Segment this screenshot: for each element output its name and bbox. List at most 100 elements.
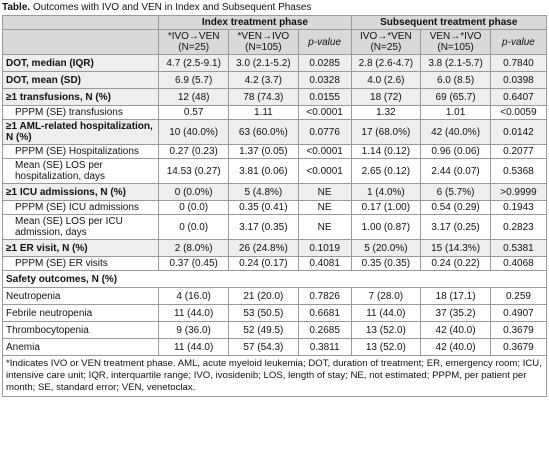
table-cell: 0.4907 <box>489 304 548 322</box>
table-cell: 4.2 (3.7) <box>228 71 299 89</box>
table-cell: 17 (68.0%) <box>350 119 422 145</box>
table-cell: 0.7840 <box>489 54 548 72</box>
table-cell: 52 (49.5) <box>228 321 299 339</box>
table-cell: NE <box>297 183 352 201</box>
table-cell: 5 (4.8%) <box>228 183 299 201</box>
table-cell: 1.00 (0.87) <box>350 214 422 240</box>
table-cell: 0.17 (1.00) <box>350 200 422 215</box>
table-cell: 3.17 (0.25) <box>420 214 491 240</box>
table-cell: 0.0142 <box>489 119 548 145</box>
table-row: Mean (SE) LOS per ICU admission, days 0 (… <box>1 214 548 240</box>
row-label: PPPM (SE) ER visits <box>1 256 160 271</box>
column-header: IVO→*VEN (N=25) <box>350 29 422 55</box>
table-cell: 15 (14.3%) <box>420 239 491 257</box>
group-header: Subsequent treatment phase <box>350 15 548 30</box>
table-cell: <0.0001 <box>297 144 352 159</box>
table-cell: 0.6681 <box>297 304 352 322</box>
column-n: (N=105) <box>245 42 282 53</box>
row-label: ≥1 AML-related hospitalization, N (%) <box>1 119 160 145</box>
table-cell: 42 (40.0) <box>420 338 491 356</box>
table-cell: 1.11 <box>228 105 299 120</box>
column-header: p-value <box>297 29 352 55</box>
table-cell: >0.9999 <box>489 183 548 201</box>
table-cell: 6.9 (5.7) <box>158 71 230 89</box>
table-row: DOT, median (IQR) 4.7 (2.5-9.1) 3.0 (2.1-5… <box>1 54 548 72</box>
table-cell: 63 (60.0%) <box>228 119 299 145</box>
table-cell: 1 (4.0%) <box>350 183 422 201</box>
table-cell: 4.0 (2.6) <box>350 71 422 89</box>
table-cell: 37 (35.2) <box>420 304 491 322</box>
table-cell: 0.6407 <box>489 88 548 106</box>
table-cell: 0.4068 <box>489 256 548 271</box>
table-cell: <0.0001 <box>297 105 352 120</box>
table-cell: 0.1019 <box>297 239 352 257</box>
table-cell: 2.65 (0.12) <box>350 158 422 184</box>
header-row: *IVO→VEN (N=25) *VEN→IVO (N=105) p-value IVO→… <box>1 29 548 55</box>
table-cell: 42 (40.0%) <box>420 119 491 145</box>
row-label: Neutropenia <box>1 287 160 305</box>
table-row: Thrombocytopenia 9 (36.0) 52 (49.5) 0.2685 1… <box>1 321 548 339</box>
table-cell: 0.3679 <box>489 321 548 339</box>
table-cell: 3.8 (2.1-5.7) <box>420 54 491 72</box>
row-label: Safety outcomes, N (%) <box>2 270 547 288</box>
row-label: Febrile neutropenia <box>1 304 160 322</box>
column-header: VEN→*IVO (N=105) <box>420 29 491 55</box>
table-row: Safety outcomes, N (%) <box>2 270 547 288</box>
column-n: (N=105) <box>437 42 474 53</box>
table-row: Anemia 11 (44.0) 57 (54.3) 0.3811 13 (52.0) 4… <box>1 338 548 356</box>
table-cell: 0.5368 <box>489 158 548 184</box>
table-cell: 78 (74.3) <box>228 88 299 106</box>
table-cell: 57 (54.3) <box>228 338 299 356</box>
table-body: DOT, median (IQR) 4.7 (2.5-9.1) 3.0 (2.1-5… <box>1 54 548 356</box>
table-row: ≥1 AML-related hospitalization, N (%) 10 … <box>1 119 548 145</box>
table-cell: 0.3679 <box>489 338 548 356</box>
table-cell: 18 (72) <box>350 88 422 106</box>
table-cell: 1.01 <box>420 105 491 120</box>
row-label: DOT, median (IQR) <box>1 54 160 72</box>
row-label: Anemia <box>1 338 160 356</box>
column-name: VEN→*IVO <box>429 31 482 42</box>
row-label: Thrombocytopenia <box>1 321 160 339</box>
table-cell: 0.57 <box>158 105 230 120</box>
table-cell: 0.35 (0.41) <box>228 200 299 215</box>
table-cell: 0.0285 <box>297 54 352 72</box>
table-cell: <0.0001 <box>297 158 352 184</box>
table-cell: 69 (65.7) <box>420 88 491 106</box>
table-cell: 14.53 (0.27) <box>158 158 230 184</box>
table-cell: 0 (0.0) <box>158 214 230 240</box>
table-cell: 42 (40.0) <box>420 321 491 339</box>
document: Table. Outcomes with IVO and VEN in Inde… <box>1 2 548 397</box>
table-cell: 11 (44.0) <box>158 304 230 322</box>
table-cell: 0.7826 <box>297 287 352 305</box>
table-cell: 0.5381 <box>489 239 548 257</box>
row-label: ≥1 ICU admissions, N (%) <box>1 183 160 201</box>
table-cell: 3.81 (0.06) <box>228 158 299 184</box>
table-cell: <0.0059 <box>489 105 548 120</box>
table-cell: 0.259 <box>489 287 548 305</box>
column-name: *VEN→IVO <box>237 31 290 42</box>
table-cell: NE <box>297 214 352 240</box>
column-header: *IVO→VEN (N=25) <box>158 29 230 55</box>
table-cell: 6.0 (8.5) <box>420 71 491 89</box>
table-cell: 53 (50.5) <box>228 304 299 322</box>
table-row: PPPM (SE) transfusions 0.57 1.11 <0.0001 1.3… <box>1 105 548 120</box>
column-header: p-value <box>489 29 548 55</box>
table-row: PPPM (SE) ER visits 0.37 (0.45) 0.24 (0.17… <box>1 256 548 271</box>
table-row: PPPM (SE) Hospitalizations 0.27 (0.23) 1.3… <box>1 144 548 159</box>
header-cell <box>1 15 160 30</box>
table-cell: 0.96 (0.06) <box>420 144 491 159</box>
table-cell: 2 (8.0%) <box>158 239 230 257</box>
table-cell: 4 (16.0) <box>158 287 230 305</box>
row-label: ≥1 ER visit, N (%) <box>1 239 160 257</box>
table-row: Neutropenia 4 (16.0) 21 (20.0) 0.7826 7 (28.… <box>1 287 548 305</box>
table-cell: 1.14 (0.12) <box>350 144 422 159</box>
table-cell: 0.2823 <box>489 214 548 240</box>
table-cell: 0.24 (0.17) <box>228 256 299 271</box>
row-label: PPPM (SE) ICU admissions <box>1 200 160 215</box>
table-cell: 13 (52.0) <box>350 338 422 356</box>
table-cell: 0.0776 <box>297 119 352 145</box>
column-name: IVO→*VEN <box>360 31 412 42</box>
table-cell: 1.37 (0.05) <box>228 144 299 159</box>
header-row: Index treatment phase Subsequent treatme… <box>1 15 548 30</box>
